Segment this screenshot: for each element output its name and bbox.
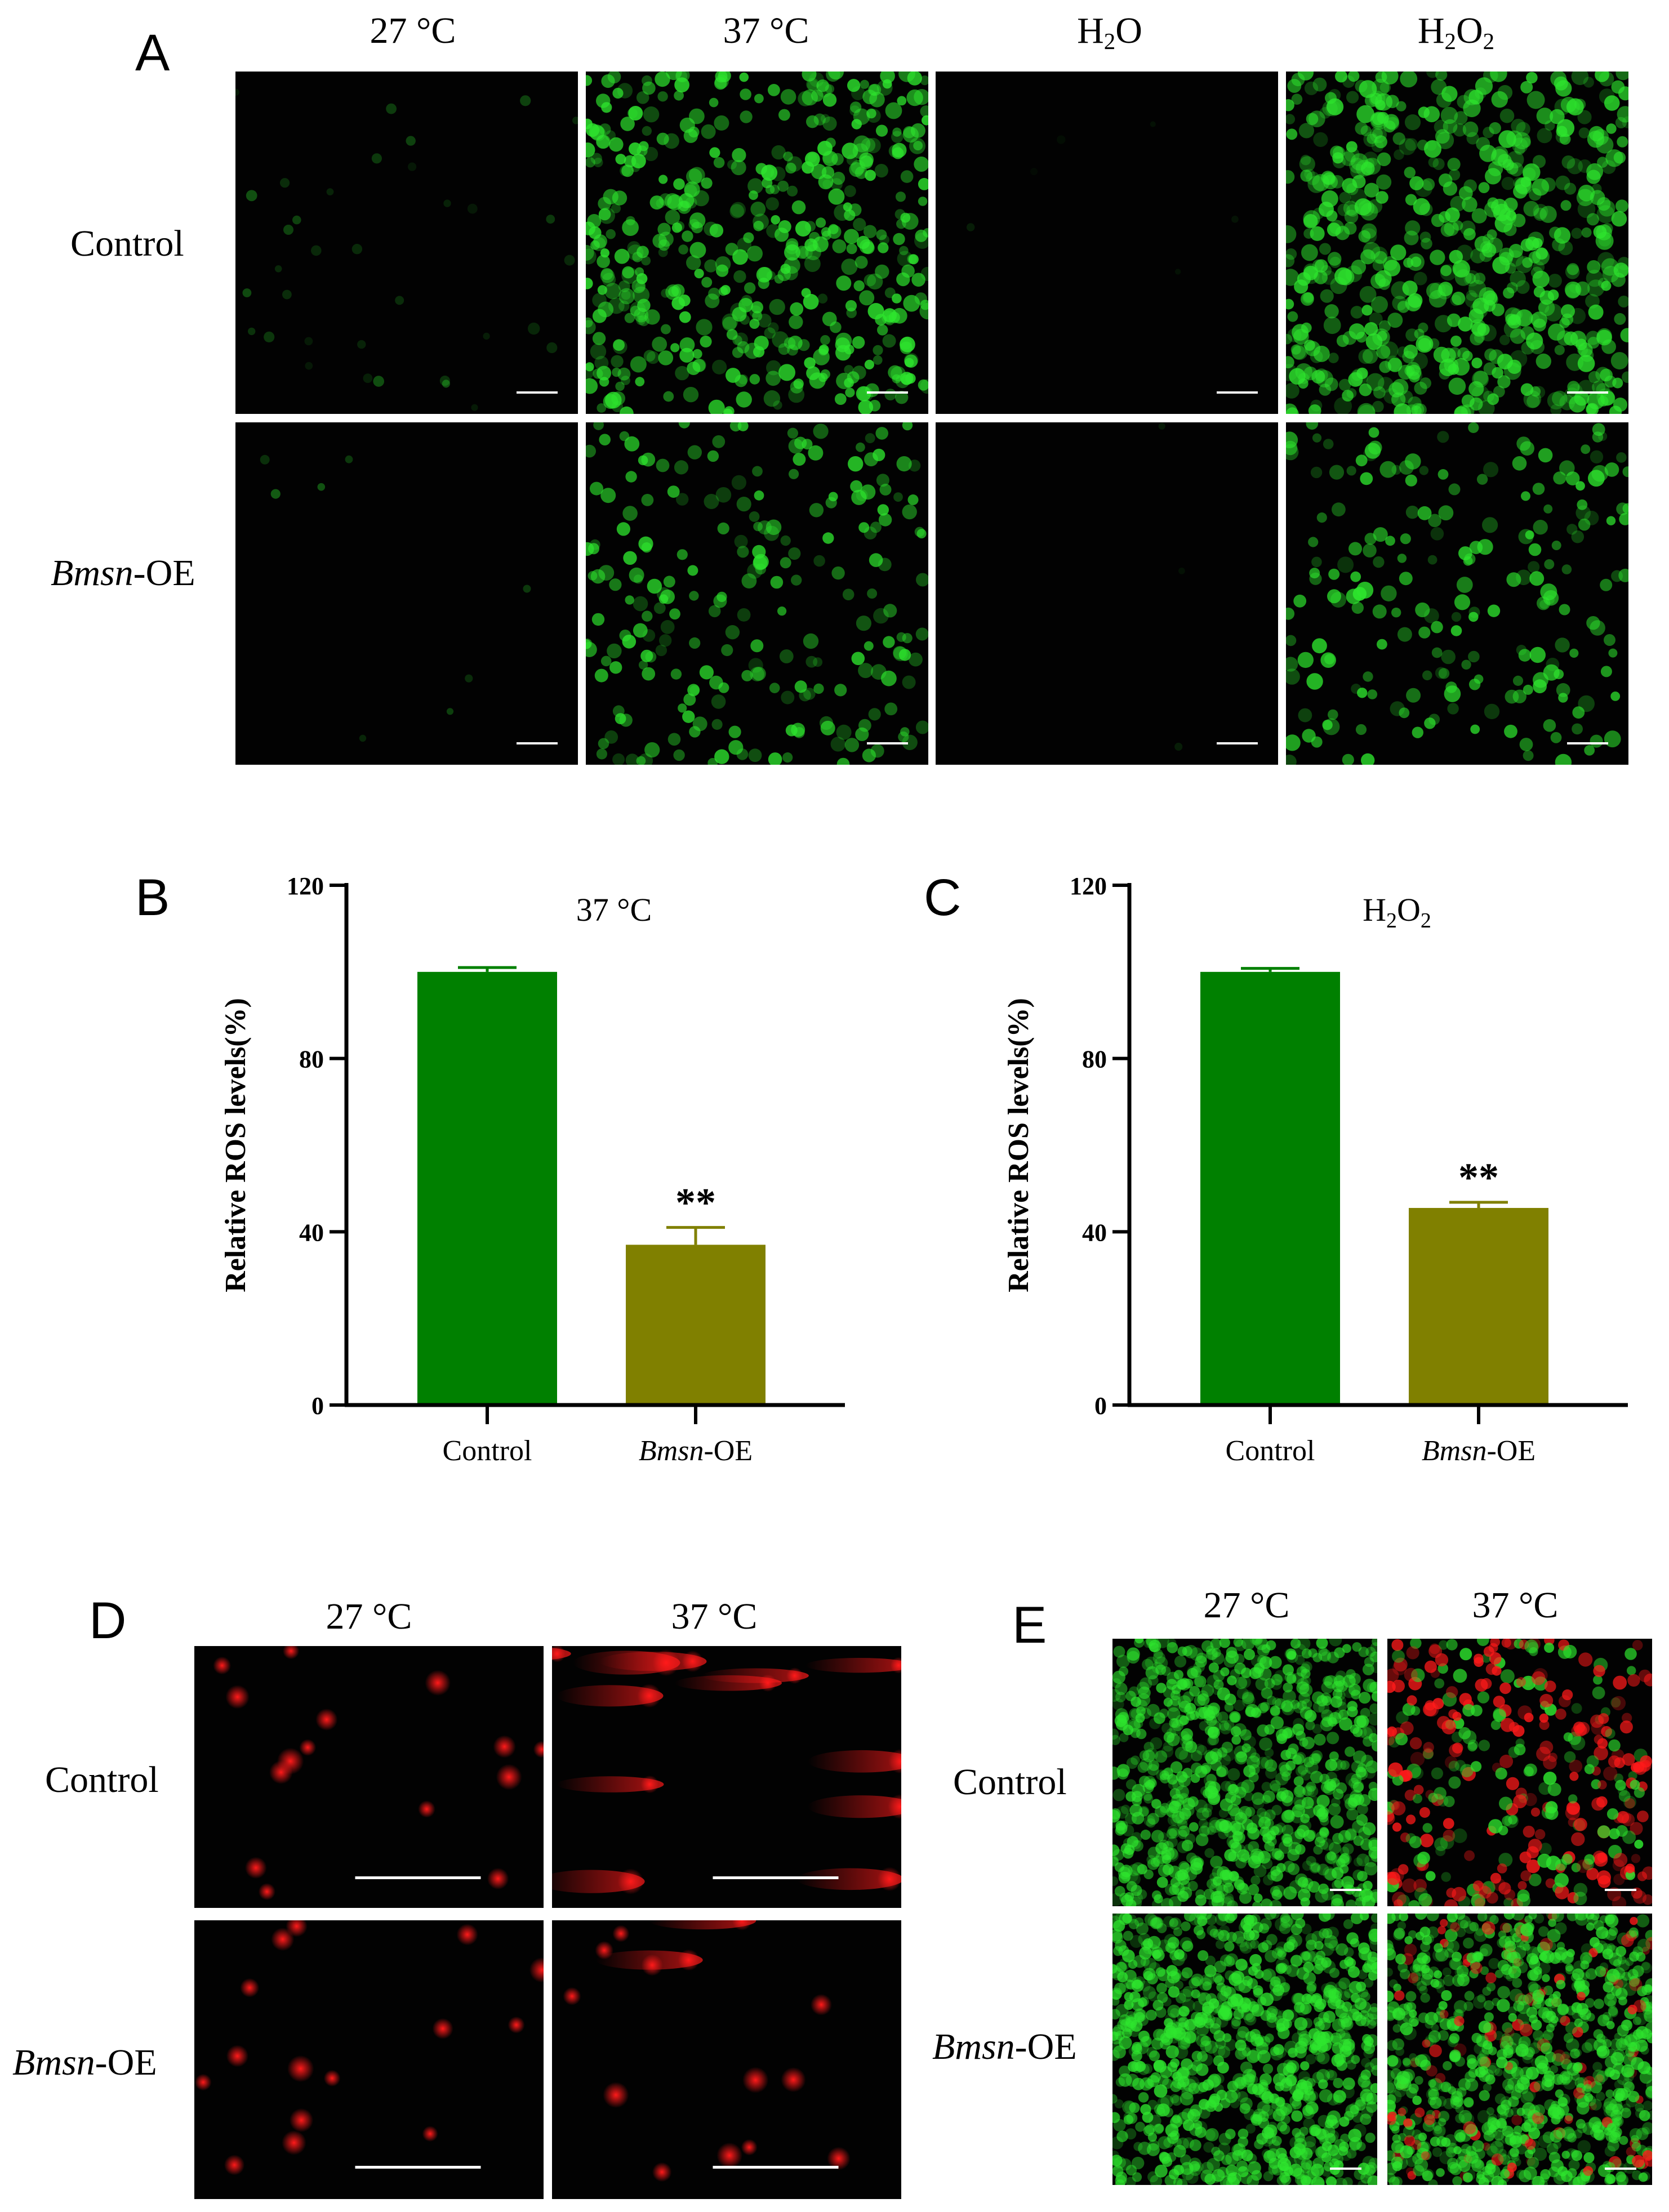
panel-d-row-label-control: Control <box>45 1759 159 1800</box>
panel-letter-d: D <box>89 1592 127 1649</box>
bar-bmsn-oe <box>1409 1208 1548 1405</box>
y-axis-label: Relative ROS levels(%) <box>220 998 252 1292</box>
panel-letter-c: C <box>924 869 962 926</box>
micrograph-texture <box>1112 1639 1377 1906</box>
panel-a-image-control-37c <box>586 72 928 414</box>
panel-d-row-label-bmsn-oe: Bmsn-OE <box>12 2042 157 2083</box>
y-tick-label: 40 <box>299 1219 324 1246</box>
panel-a-col-label-37c: 37 °C <box>723 10 809 51</box>
panel-a-image-bmsn-oe-h2o <box>936 422 1278 765</box>
micrograph-texture <box>936 422 1278 765</box>
comet-assay-texture <box>194 1646 544 1908</box>
panel-a-row-label-control: Control <box>70 223 184 264</box>
panel-c-bar-chart: H2O2 Relative ROS levels(%) 0 40 80 120 Contro… <box>1003 872 1628 1467</box>
y-tick-label: 80 <box>299 1046 324 1073</box>
panel-e-image-control-27c <box>1112 1639 1377 1906</box>
panel-e-col-label-27c: 27 °C <box>1203 1585 1290 1626</box>
panel-c-chart: H2O2 Relative ROS levels(%) 0 40 80 120 Contro… <box>991 856 1645 1504</box>
panel-d-col-label-37c: 37 °C <box>671 1596 758 1637</box>
panel-e-image-control-37c <box>1387 1639 1652 1906</box>
panel-e-row-label-control: Control <box>953 1761 1067 1803</box>
panel-a-image-control-27c <box>235 72 578 414</box>
x-tick-label: Bmsn-OE <box>1422 1435 1536 1467</box>
micrograph-texture <box>1286 72 1628 414</box>
significance-marker: ** <box>675 1180 716 1225</box>
panel-a-image-bmsn-oe-h2o2 <box>1286 422 1628 765</box>
micrograph-texture <box>1286 422 1628 765</box>
panel-a-col-label-h2o: H2O <box>1077 10 1142 55</box>
micrograph-texture <box>936 72 1278 414</box>
micrograph-texture <box>1387 1914 1652 2185</box>
comet-assay-texture <box>552 1920 901 2199</box>
bar-bmsn-oe <box>626 1245 765 1405</box>
micrograph-texture <box>235 422 578 765</box>
y-tick-label: 80 <box>1082 1046 1107 1073</box>
panel-a-row-label-bmsn-oe: Bmsn-OE <box>51 552 195 594</box>
panel-a-col-label-h2o2: H2O2 <box>1417 10 1495 55</box>
chart-title: 37 °C <box>576 891 652 928</box>
panel-d-image-bmsn-oe-27c <box>194 1920 544 2199</box>
panel-d-col-label-27c: 27 °C <box>326 1596 412 1637</box>
micrograph-texture <box>1387 1639 1652 1906</box>
panel-e-image-bmsn-oe-27c <box>1112 1914 1377 2185</box>
chart-title: H2O2 <box>1363 891 1431 933</box>
x-tick-label: Control <box>443 1435 532 1467</box>
bar-control <box>417 971 557 1405</box>
panel-letter-b: B <box>135 869 170 926</box>
panel-letter-a: A <box>135 24 170 82</box>
comet-assay-texture <box>194 1920 544 2199</box>
panel-a-image-bmsn-oe-27c <box>235 422 578 765</box>
y-axis-label: Relative ROS levels(%) <box>1003 998 1035 1292</box>
micrograph-texture <box>586 72 928 414</box>
panel-e-row-label-bmsn-oe: Bmsn-OE <box>932 2026 1077 2067</box>
panel-d-image-bmsn-oe-37c <box>552 1920 901 2199</box>
panel-b-chart: 37 °C Relative ROS levels(%) 0 40 80 120 Contr… <box>208 856 862 1504</box>
panel-a-image-control-h2o2 <box>1286 72 1628 414</box>
panel-e-image-bmsn-oe-37c <box>1387 1914 1652 2185</box>
x-tick-label: Bmsn-OE <box>639 1435 753 1467</box>
x-tick-label: Control <box>1226 1435 1315 1467</box>
y-tick-label: 40 <box>1082 1219 1107 1246</box>
panel-b-bar-chart: 37 °C Relative ROS levels(%) 0 40 80 120 Contr… <box>220 872 845 1467</box>
panel-letter-e: E <box>1012 1596 1047 1654</box>
y-tick-label: 0 <box>311 1392 324 1420</box>
panel-d-image-control-27c <box>194 1646 544 1908</box>
panel-a-image-bmsn-oe-37c <box>586 422 928 765</box>
bar-control <box>1200 971 1340 1405</box>
significance-marker: ** <box>1458 1155 1499 1200</box>
y-tick-label: 120 <box>1070 872 1107 900</box>
y-tick-label: 0 <box>1094 1392 1107 1420</box>
panel-e-col-label-37c: 37 °C <box>1472 1585 1559 1626</box>
panel-a-col-label-27c: 27 °C <box>370 10 456 51</box>
y-tick-label: 120 <box>287 872 324 900</box>
comet-assay-texture <box>552 1646 901 1908</box>
panel-d-image-control-37c <box>552 1646 901 1908</box>
panel-a-image-control-h2o <box>936 72 1278 414</box>
micrograph-texture <box>235 72 578 414</box>
micrograph-texture <box>586 422 928 765</box>
micrograph-texture <box>1112 1914 1377 2185</box>
